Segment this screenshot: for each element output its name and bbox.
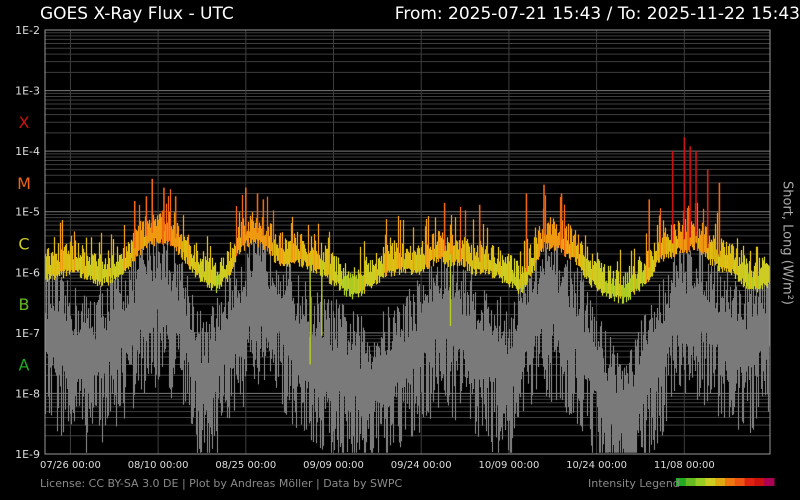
flare-class-label: X <box>19 113 30 132</box>
y-tick-label: 1E-7 <box>15 327 40 340</box>
legend-swatch <box>695 478 706 486</box>
y-axis-label: Short, Long (W/m²) <box>779 181 795 305</box>
y-tick-label: 1E-3 <box>15 85 40 98</box>
series-short <box>44 234 771 453</box>
legend-swatch <box>734 478 746 486</box>
y-tick-label: 1E-8 <box>15 387 40 400</box>
x-tick-label: 08/10 00:00 <box>128 460 189 471</box>
x-tick-label: 09/09 00:00 <box>303 460 364 471</box>
legend-swatch <box>754 478 765 486</box>
flare-class-label: C <box>18 234 29 253</box>
intensity-legend-bar <box>676 478 775 486</box>
legend-swatch <box>715 478 726 486</box>
legend-swatch <box>676 478 687 486</box>
y-tick-label: 1E-9 <box>15 448 40 461</box>
plot-frame <box>44 29 771 455</box>
legend-swatch <box>725 478 736 486</box>
y-tick-label: 1E-4 <box>15 145 40 158</box>
legend-swatch <box>685 478 697 486</box>
license-text: License: CC BY-SA 3.0 DE | Plot by Andre… <box>40 477 403 490</box>
y-tick-label: 1E-5 <box>15 206 40 219</box>
flare-class-label: M <box>17 174 31 193</box>
series-long <box>44 137 771 365</box>
x-tick-label: 08/25 00:00 <box>215 460 276 471</box>
y-tick-labels: 1E-2 1E-3 1E-4 1E-5 1E-6 1E-7 1E-8 1E-9 <box>15 24 40 461</box>
flare-class-labels: X M C B A <box>17 113 31 374</box>
legend-swatch <box>744 478 755 486</box>
x-tick-label: 10/09 00:00 <box>478 460 539 471</box>
x-tick-label: 07/26 00:00 <box>40 460 101 471</box>
x-tick-label: 10/24 00:00 <box>566 460 627 471</box>
flare-class-label: B <box>19 295 30 314</box>
legend-swatch <box>705 478 716 486</box>
x-tick-label: 11/08 00:00 <box>654 460 715 471</box>
flare-class-label: A <box>19 356 30 375</box>
y-tick-label: 1E-6 <box>15 266 40 279</box>
intensity-legend-label: Intensity Legend <box>588 477 680 490</box>
x-tick-label: 09/24 00:00 <box>391 460 452 471</box>
chart-title: GOES X-Ray Flux - UTC <box>40 4 234 24</box>
date-range: From: 2025-07-21 15:43 / To: 2025-11-22 … <box>394 4 800 24</box>
legend-swatch <box>764 478 775 486</box>
x-tick-labels: 07/26 00:00 08/10 00:00 08/25 00:00 09/09 0… <box>40 460 715 471</box>
y-tick-label: 1E-2 <box>15 24 40 37</box>
